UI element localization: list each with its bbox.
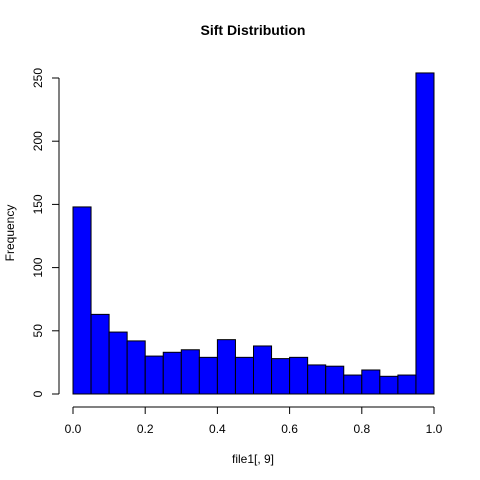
histogram-bar	[362, 370, 380, 394]
y-tick-label: 0	[31, 390, 45, 397]
x-axis-label: file1[, 9]	[232, 452, 274, 466]
bars-group	[73, 73, 434, 394]
x-tick-label: 0.2	[137, 422, 154, 436]
histogram-bar	[235, 357, 253, 394]
histogram-bar	[127, 341, 145, 394]
y-axis-label: Frequency	[3, 205, 17, 262]
histogram-bar	[163, 352, 181, 394]
histogram-bar	[109, 332, 127, 394]
histogram-bar	[272, 359, 290, 394]
histogram-bar	[217, 340, 235, 394]
y-tick-label: 100	[31, 257, 45, 277]
y-tick-label: 250	[31, 68, 45, 88]
histogram-bar	[416, 73, 434, 394]
x-axis: 0.0 0.2 0.4 0.6 0.8 1.0	[65, 407, 443, 436]
chart-title: Sift Distribution	[201, 22, 306, 38]
y-tick-label: 150	[31, 194, 45, 214]
y-tick-label: 50	[31, 324, 45, 338]
x-tick-label: 0.0	[65, 422, 82, 436]
histogram-bar	[308, 365, 326, 394]
x-tick-label: 0.8	[353, 422, 370, 436]
histogram-bar	[344, 375, 362, 394]
histogram-bar	[326, 366, 344, 394]
histogram-bar	[181, 350, 199, 394]
x-tick-label: 0.6	[281, 422, 298, 436]
histogram-bar	[290, 357, 308, 394]
histogram-bar	[199, 357, 217, 394]
y-tick-label: 200	[31, 131, 45, 151]
histogram-bar	[91, 314, 109, 394]
histogram-bar	[145, 356, 163, 394]
x-tick-label: 1.0	[426, 422, 443, 436]
histogram-bar	[254, 346, 272, 394]
y-axis: 0 50 100 150 200 250	[31, 68, 59, 398]
histogram-bar	[398, 375, 416, 394]
histogram-bar	[73, 207, 91, 394]
histogram-bar	[380, 376, 398, 394]
x-tick-label: 0.4	[209, 422, 226, 436]
